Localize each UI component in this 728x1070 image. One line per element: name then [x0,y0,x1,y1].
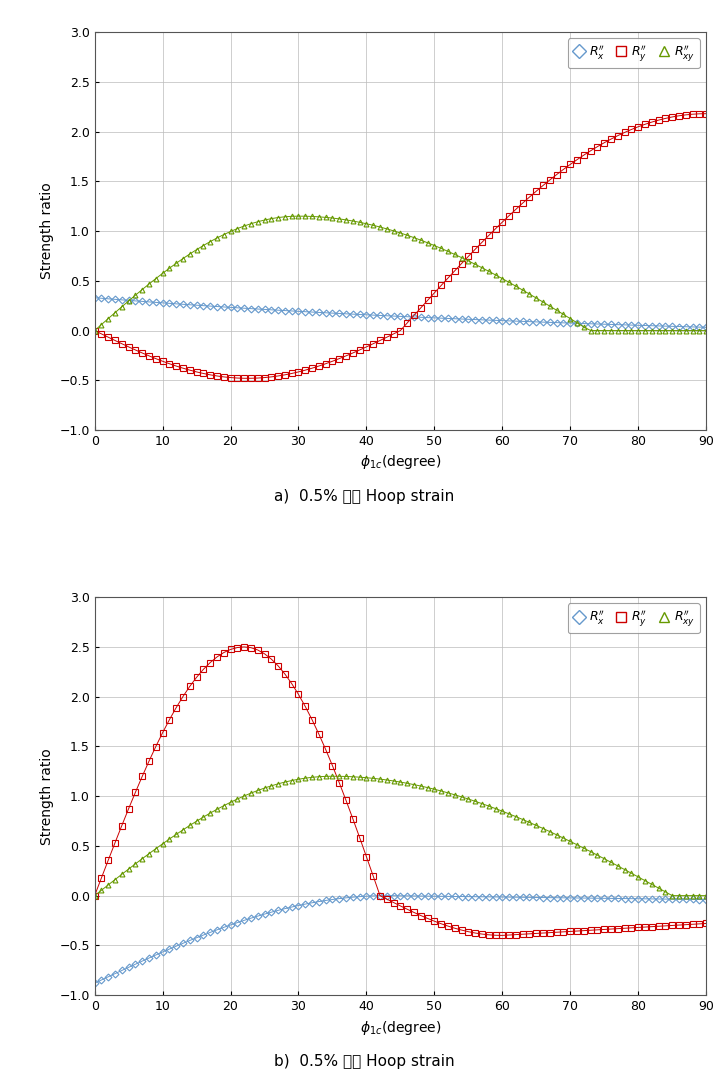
Legend: $R^{\prime\prime}_x$, $R^{\prime\prime}_y$, $R^{\prime\prime}_{xy}$: $R^{\prime\prime}_x$, $R^{\prime\prime}_… [568,39,700,68]
X-axis label: $\phi_{1c}$(degree): $\phi_{1c}$(degree) [360,1019,441,1037]
Y-axis label: Strength ratio: Strength ratio [40,748,54,844]
Text: a)  0.5% 인장 Hoop strain: a) 0.5% 인장 Hoop strain [274,489,454,504]
Y-axis label: Strength ratio: Strength ratio [40,183,54,279]
Legend: $R^{\prime\prime}_x$, $R^{\prime\prime}_y$, $R^{\prime\prime}_{xy}$: $R^{\prime\prime}_x$, $R^{\prime\prime}_… [568,603,700,633]
X-axis label: $\phi_{1c}$(degree): $\phi_{1c}$(degree) [360,454,441,472]
Text: b)  0.5% 압축 Hoop strain: b) 0.5% 압축 Hoop strain [274,1054,454,1069]
